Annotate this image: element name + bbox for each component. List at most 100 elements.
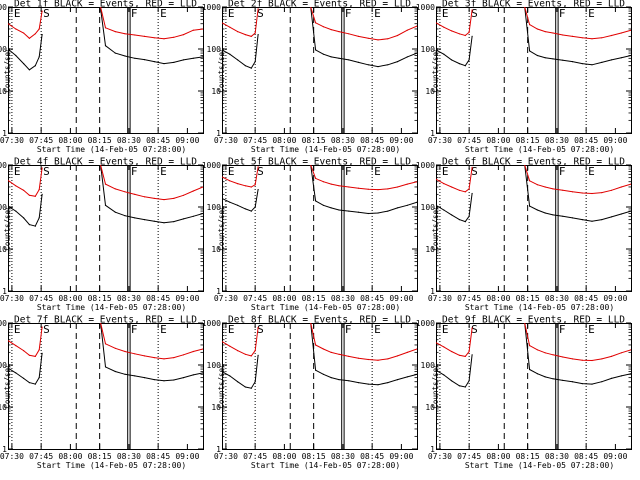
axes-frame bbox=[222, 7, 418, 134]
data-point-events bbox=[34, 225, 36, 227]
panel-title: Det 3f BLACK = Events, RED = LLD bbox=[442, 0, 625, 10]
series-events-line-1 bbox=[436, 36, 473, 67]
x-tick-label: 07:30 bbox=[428, 294, 452, 303]
data-point-lld bbox=[436, 342, 437, 344]
data-point-lld bbox=[222, 176, 223, 178]
data-point-events bbox=[41, 193, 43, 195]
data-point-events bbox=[471, 354, 473, 356]
data-point-lld bbox=[202, 348, 203, 350]
data-point-lld bbox=[348, 186, 350, 188]
axes-frame bbox=[8, 165, 204, 292]
data-point-lld bbox=[192, 190, 194, 192]
marker-label: F bbox=[559, 323, 566, 336]
data-point-events bbox=[192, 57, 194, 59]
data-point-events bbox=[38, 217, 40, 219]
marker-label: E bbox=[14, 323, 21, 336]
data-point-lld bbox=[34, 33, 36, 35]
series-lld-line-2 bbox=[100, 165, 203, 201]
data-point-lld bbox=[124, 33, 126, 35]
y-tick-label: 1 bbox=[430, 129, 435, 138]
data-point-events bbox=[443, 53, 445, 55]
x-tick-label: 08:15 bbox=[516, 136, 540, 145]
y-tick-label: 1000 bbox=[0, 319, 7, 328]
x-tick-label: 08:45 bbox=[360, 136, 384, 145]
data-point-lld bbox=[8, 23, 9, 25]
data-point-events bbox=[571, 381, 574, 383]
data-point-events bbox=[23, 63, 25, 65]
marker-label: E bbox=[588, 7, 595, 20]
data-point-events bbox=[254, 61, 256, 63]
data-point-events bbox=[529, 368, 531, 371]
x-tick-label: 09:00 bbox=[603, 452, 627, 461]
x-tick-label: 08:30 bbox=[117, 136, 141, 145]
data-point-events bbox=[250, 387, 252, 389]
marker-label: E bbox=[442, 165, 449, 178]
x-tick-label: 08:15 bbox=[302, 294, 326, 303]
data-point-events bbox=[163, 380, 165, 382]
panel-det-5: Det 5f BLACK = Events, RED = LLD Counts/s… bbox=[202, 157, 418, 312]
marker-label: E bbox=[442, 7, 449, 20]
series-events-line-2 bbox=[524, 165, 631, 222]
x-tick-label: 08:45 bbox=[360, 452, 384, 461]
data-point-events bbox=[173, 61, 175, 64]
data-point-lld bbox=[28, 354, 30, 356]
data-point-lld bbox=[552, 188, 554, 190]
data-point-lld bbox=[581, 37, 583, 39]
data-point-lld bbox=[524, 323, 526, 324]
data-point-lld bbox=[28, 194, 30, 196]
data-point-events bbox=[222, 49, 223, 51]
y-tick-label: 100 bbox=[421, 361, 436, 370]
x-tick-label: 08:30 bbox=[331, 294, 355, 303]
data-point-lld bbox=[571, 358, 574, 360]
data-point-lld bbox=[468, 188, 470, 190]
x-tick-label: 09:00 bbox=[175, 294, 199, 303]
marker-label: S bbox=[43, 165, 50, 178]
data-point-lld bbox=[357, 357, 360, 359]
x-tick-label: 07:30 bbox=[428, 136, 452, 145]
data-point-lld bbox=[8, 340, 9, 342]
marker-label: F bbox=[559, 165, 566, 178]
data-point-lld bbox=[367, 37, 369, 39]
data-point-lld bbox=[471, 327, 473, 329]
series-events-line-2 bbox=[100, 8, 203, 65]
data-point-lld bbox=[134, 353, 136, 355]
marker-label: E bbox=[374, 323, 381, 336]
marker-label: E bbox=[442, 323, 449, 336]
data-point-lld bbox=[367, 358, 369, 361]
panel-det-6: Det 6f BLACK = Events, RED = LLD Counts/s… bbox=[416, 157, 632, 312]
data-point-lld bbox=[367, 188, 369, 190]
data-point-events bbox=[367, 383, 369, 385]
data-point-lld bbox=[562, 189, 564, 191]
data-point-events bbox=[8, 367, 9, 369]
marker-label: E bbox=[374, 165, 381, 178]
data-point-lld bbox=[310, 323, 312, 324]
panel-det-4: Det 4f BLACK = Events, RED = LLD Counts/s… bbox=[0, 157, 204, 312]
data-point-events bbox=[377, 384, 379, 386]
data-point-lld bbox=[124, 350, 126, 353]
data-point-lld bbox=[34, 355, 36, 357]
data-point-lld bbox=[610, 189, 613, 191]
x-tick-label: 07:45 bbox=[457, 294, 481, 303]
data-point-lld bbox=[173, 197, 175, 199]
data-point-lld bbox=[524, 165, 526, 166]
y-tick-label: 1000 bbox=[416, 3, 435, 12]
data-point-lld bbox=[396, 34, 399, 37]
y-axis-label: Counts/sec bbox=[431, 47, 440, 92]
data-point-events bbox=[330, 56, 332, 58]
data-point-events bbox=[591, 383, 593, 385]
data-point-events bbox=[192, 215, 194, 217]
data-point-events bbox=[330, 377, 332, 379]
data-point-lld bbox=[250, 355, 252, 357]
x-tick-label: 07:45 bbox=[29, 452, 53, 461]
data-point-lld bbox=[143, 355, 146, 357]
data-point-lld bbox=[529, 24, 531, 26]
data-point-lld bbox=[544, 31, 546, 33]
data-point-lld bbox=[124, 191, 126, 193]
data-point-lld bbox=[310, 7, 312, 8]
x-tick-label: 08:30 bbox=[545, 136, 569, 145]
data-point-events bbox=[458, 219, 460, 221]
marker-label: S bbox=[43, 7, 50, 20]
data-point-events bbox=[244, 386, 246, 388]
data-point-lld bbox=[562, 34, 564, 36]
